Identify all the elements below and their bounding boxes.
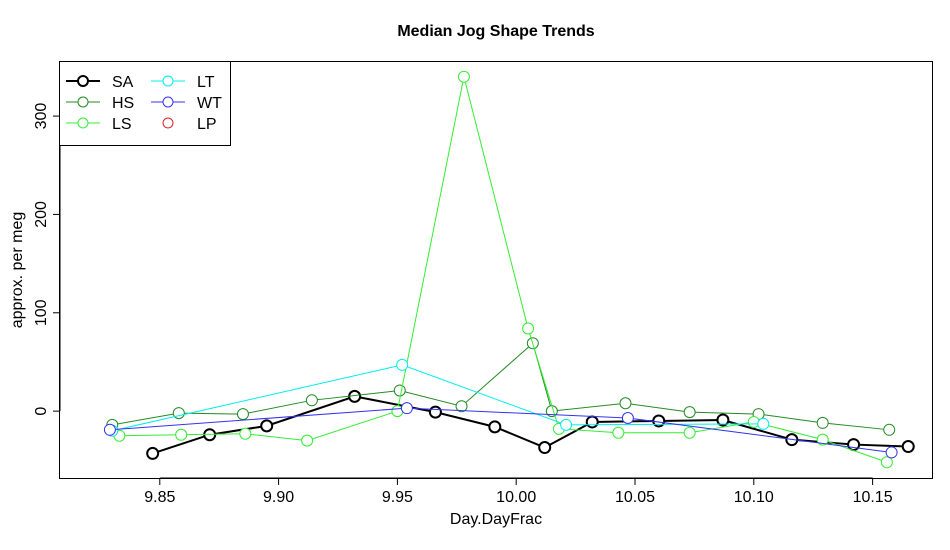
y-tick-label: 200 [33, 201, 50, 228]
legend-hs-marker [77, 96, 89, 108]
series-wt-point [621, 412, 634, 425]
x-axis-label: Day.DayFrac [450, 511, 542, 528]
series-hs-point [393, 384, 406, 397]
x-tick-label: 10.10 [734, 489, 774, 506]
series-sa-point [901, 440, 915, 454]
y-axis: 0 100 200 300 [33, 103, 61, 416]
legend-wt-marker [162, 96, 174, 108]
x-tick-label: 10.05 [615, 489, 655, 506]
series-ls-point [612, 426, 625, 439]
series-lt-point [560, 418, 573, 431]
legend-item-lp: LP [162, 116, 217, 133]
x-tick-label: 9.90 [263, 489, 294, 506]
series-wt-point [885, 446, 898, 459]
series-ls-point [816, 433, 829, 446]
series-hs-point [883, 423, 896, 436]
legend-lp-marker [162, 117, 174, 129]
series-sa-point [488, 420, 502, 434]
series-hs-point [455, 400, 468, 413]
legend-lt-marker [162, 75, 174, 87]
series-ls-point [301, 434, 314, 447]
x-tick-label: 9.85 [144, 489, 175, 506]
y-tick-label: 100 [33, 299, 50, 326]
series-sa-point [146, 446, 160, 460]
series-sa-point [260, 419, 274, 433]
legend-ls-marker [77, 117, 89, 129]
legend-item-sa: SA [66, 74, 134, 91]
legend-hs-label: HS [112, 95, 134, 112]
series-ls-point [457, 70, 470, 83]
y-tick-label: 300 [33, 103, 50, 130]
legend-lt-label: LT [197, 74, 215, 91]
series-lt [106, 358, 770, 437]
series-hs-point [236, 408, 249, 421]
series-hs-point [683, 406, 696, 419]
legend-item-hs: HS [66, 95, 134, 112]
x-tick-label: 10.00 [496, 489, 536, 506]
series-hs-point [305, 394, 318, 407]
series-wt-point [400, 402, 413, 415]
series-ls-point [175, 428, 188, 441]
series-ls-point [880, 456, 893, 469]
legend-sa-label: SA [112, 74, 134, 91]
series-wt-point [103, 423, 116, 436]
series-sa-point [538, 441, 552, 455]
x-tick-label: 9.95 [382, 489, 413, 506]
series-ls-point [239, 427, 252, 440]
series-sa-point [428, 405, 442, 419]
y-tick-label: 0 [33, 407, 50, 416]
series-sa [146, 389, 915, 460]
series-ls-line [119, 76, 888, 463]
legend-wt-label: WT [197, 95, 222, 112]
series-sa-point [585, 415, 599, 429]
legend-sa-marker [77, 75, 89, 87]
series-ls-point [683, 426, 696, 439]
series-hs-point [619, 397, 632, 410]
legend-item-lt: LT [151, 74, 215, 91]
series-hs-line [112, 342, 890, 431]
x-axis: 9.85 9.90 9.95 10.00 10.05 10.10 10.15 [144, 477, 893, 506]
series-lt-point [757, 417, 770, 430]
series-lt-line [112, 364, 764, 432]
y-axis-label: approx. per meg [9, 212, 26, 329]
chart-title: Median Jog Shape Trends [397, 23, 594, 40]
legend: SA HS LS LT WT LP [59, 61, 231, 146]
legend-ls-label: LS [112, 116, 132, 133]
plot-series [103, 70, 915, 469]
series-wt-line [109, 407, 892, 453]
series-ls-point [522, 322, 535, 335]
series-ls [113, 70, 893, 469]
series-lt-point [396, 358, 409, 371]
series-sa-point [716, 413, 730, 427]
series-wt [103, 402, 898, 459]
series-hs-point [816, 416, 829, 429]
legend-item-wt: WT [151, 95, 222, 112]
legend-item-ls: LS [66, 116, 132, 133]
x-tick-label: 10.15 [853, 489, 893, 506]
legend-lp-label: LP [197, 116, 217, 133]
series-hs [106, 337, 896, 436]
